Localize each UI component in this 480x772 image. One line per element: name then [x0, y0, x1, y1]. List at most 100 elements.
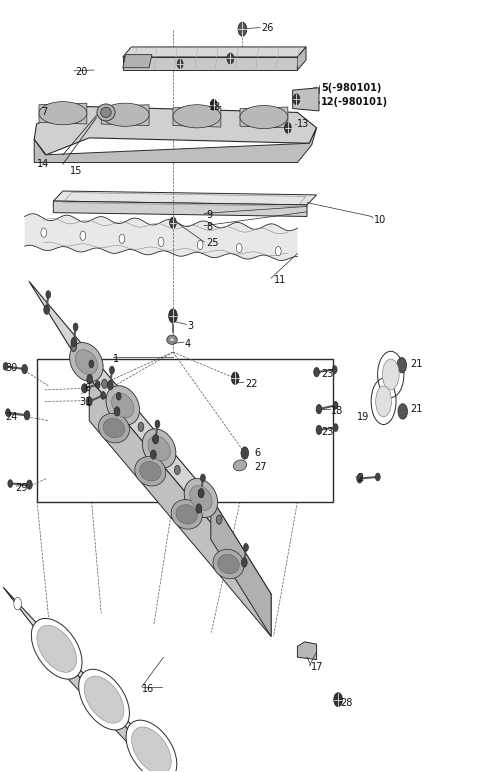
Text: 15: 15 — [70, 166, 83, 176]
Ellipse shape — [218, 554, 239, 574]
Circle shape — [24, 411, 30, 420]
Polygon shape — [3, 587, 246, 772]
Text: 24: 24 — [5, 411, 18, 422]
Circle shape — [398, 404, 408, 419]
Circle shape — [231, 372, 239, 384]
Ellipse shape — [37, 625, 76, 672]
Circle shape — [116, 392, 121, 400]
Circle shape — [198, 489, 203, 497]
Polygon shape — [298, 47, 306, 70]
Text: 23: 23 — [322, 370, 334, 380]
Polygon shape — [34, 107, 317, 155]
Ellipse shape — [39, 102, 87, 125]
Ellipse shape — [140, 462, 161, 481]
Text: 8: 8 — [206, 222, 213, 232]
Polygon shape — [123, 47, 306, 57]
Circle shape — [177, 59, 183, 69]
Polygon shape — [53, 191, 317, 205]
Ellipse shape — [173, 105, 221, 128]
Circle shape — [3, 363, 8, 371]
Circle shape — [333, 401, 338, 409]
Ellipse shape — [143, 429, 176, 468]
Circle shape — [198, 489, 204, 498]
Polygon shape — [123, 57, 298, 70]
Text: 13: 13 — [298, 119, 310, 129]
Circle shape — [314, 367, 320, 377]
Polygon shape — [101, 105, 149, 126]
Ellipse shape — [75, 350, 97, 374]
Ellipse shape — [376, 386, 392, 417]
Ellipse shape — [190, 486, 212, 510]
Circle shape — [153, 435, 157, 443]
Text: 2: 2 — [357, 473, 363, 483]
Ellipse shape — [135, 456, 166, 486]
Text: 18: 18 — [331, 405, 343, 415]
Text: 6: 6 — [254, 448, 261, 458]
Text: 13: 13 — [209, 102, 221, 112]
Circle shape — [14, 598, 22, 610]
Circle shape — [197, 240, 203, 249]
Ellipse shape — [169, 338, 174, 342]
Circle shape — [57, 644, 65, 656]
Text: 21: 21 — [410, 404, 422, 414]
Polygon shape — [41, 636, 246, 772]
Ellipse shape — [79, 669, 130, 730]
Ellipse shape — [240, 106, 288, 129]
Text: 29: 29 — [15, 482, 27, 493]
Polygon shape — [24, 214, 298, 260]
Ellipse shape — [84, 676, 124, 723]
Polygon shape — [173, 107, 221, 127]
Circle shape — [285, 123, 291, 134]
Circle shape — [154, 748, 161, 760]
Ellipse shape — [126, 720, 177, 772]
Circle shape — [332, 366, 337, 374]
Circle shape — [238, 22, 247, 36]
Circle shape — [138, 422, 144, 432]
Ellipse shape — [31, 618, 82, 679]
Circle shape — [241, 447, 249, 459]
Text: 31: 31 — [80, 397, 92, 407]
Circle shape — [334, 692, 342, 706]
Circle shape — [108, 381, 113, 390]
Circle shape — [89, 360, 94, 367]
Text: 23: 23 — [322, 427, 334, 437]
Circle shape — [174, 466, 180, 475]
Circle shape — [109, 366, 114, 374]
Circle shape — [155, 420, 160, 428]
Text: 30: 30 — [5, 364, 18, 374]
Ellipse shape — [101, 107, 111, 117]
Polygon shape — [29, 281, 271, 594]
Circle shape — [22, 364, 27, 374]
Ellipse shape — [97, 104, 115, 121]
Circle shape — [82, 384, 87, 393]
Ellipse shape — [101, 103, 149, 127]
Circle shape — [104, 695, 112, 707]
Circle shape — [153, 435, 158, 444]
Bar — [36, 359, 333, 502]
Circle shape — [241, 558, 247, 567]
Circle shape — [276, 246, 281, 256]
Ellipse shape — [167, 335, 177, 344]
Circle shape — [46, 291, 51, 299]
Circle shape — [169, 217, 176, 228]
Circle shape — [201, 474, 205, 482]
Circle shape — [87, 374, 93, 384]
Ellipse shape — [106, 386, 140, 425]
Polygon shape — [211, 497, 271, 636]
Ellipse shape — [213, 549, 244, 579]
Circle shape — [114, 407, 120, 416]
Circle shape — [216, 515, 222, 524]
Polygon shape — [53, 201, 307, 216]
Text: 9: 9 — [206, 210, 213, 220]
Ellipse shape — [98, 413, 130, 443]
Circle shape — [357, 474, 362, 483]
Text: 27: 27 — [254, 462, 267, 472]
Text: 28: 28 — [340, 699, 353, 709]
Text: 25: 25 — [206, 239, 219, 249]
Text: 7: 7 — [41, 107, 48, 117]
Circle shape — [80, 231, 86, 240]
Circle shape — [71, 343, 76, 351]
Ellipse shape — [148, 436, 170, 461]
Circle shape — [73, 323, 78, 330]
Ellipse shape — [111, 393, 134, 418]
